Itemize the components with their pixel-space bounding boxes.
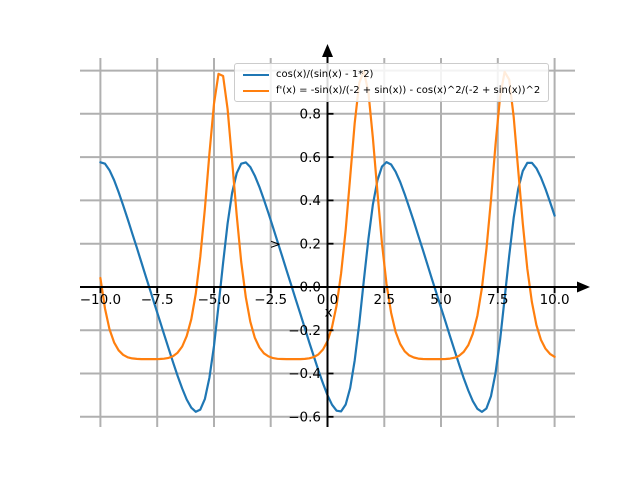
y-tick-label--0.2: −0.2 <box>288 323 321 339</box>
y-tick-label--0.6: −0.6 <box>288 410 321 426</box>
y-tick-label-0.6: 0.6 <box>300 150 321 166</box>
x-tick-label--7.5: −7.5 <box>141 292 174 308</box>
legend-entry-f: cos(x)/(sin(x) - 1*2) <box>243 68 540 81</box>
x-tick-label--10: −10.0 <box>80 292 121 308</box>
x-tick-label-10: 10.0 <box>540 292 570 308</box>
annotation-text-0: > <box>270 236 281 252</box>
x-tick-label-5: 5.0 <box>430 292 451 308</box>
axes <box>80 44 590 427</box>
legend-label-f: cos(x)/(sin(x) - 1*2) <box>276 69 374 80</box>
legend-line-orange <box>243 89 269 92</box>
annotations: >x <box>270 236 333 320</box>
y-tick-label-0.8: 0.8 <box>300 107 321 123</box>
legend-line-blue <box>243 73 269 76</box>
y-tick-label--0.4: −0.4 <box>288 366 321 382</box>
legend-entry-fprime: f'(x) = -sin(x)/(-2 + sin(x)) - cos(x)^2… <box>243 84 540 97</box>
x-tick-label-2.5: 2.5 <box>374 292 395 308</box>
annotation-text-1: x <box>325 305 333 321</box>
x-axis-arrow-icon <box>577 281 590 293</box>
legend: cos(x)/(sin(x) - 1*2) f'(x) = -sin(x)/(-… <box>234 63 550 102</box>
x-tick-label-7.5: 7.5 <box>487 292 508 308</box>
y-tick-label-0.2: 0.2 <box>300 236 321 252</box>
y-axis-arrow-icon <box>322 44 333 57</box>
tick-labels: −10.0−7.5−5.0−2.50.02.55.07.510.0−0.6−0.… <box>80 107 570 426</box>
legend-label-fprime: f'(x) = -sin(x)/(-2 + sin(x)) - cos(x)^2… <box>276 85 541 96</box>
y-tick-label-0.4: 0.4 <box>300 193 321 209</box>
x-tick-label--2.5: −2.5 <box>254 292 287 308</box>
x-tick-label--5: −5.0 <box>198 292 231 308</box>
